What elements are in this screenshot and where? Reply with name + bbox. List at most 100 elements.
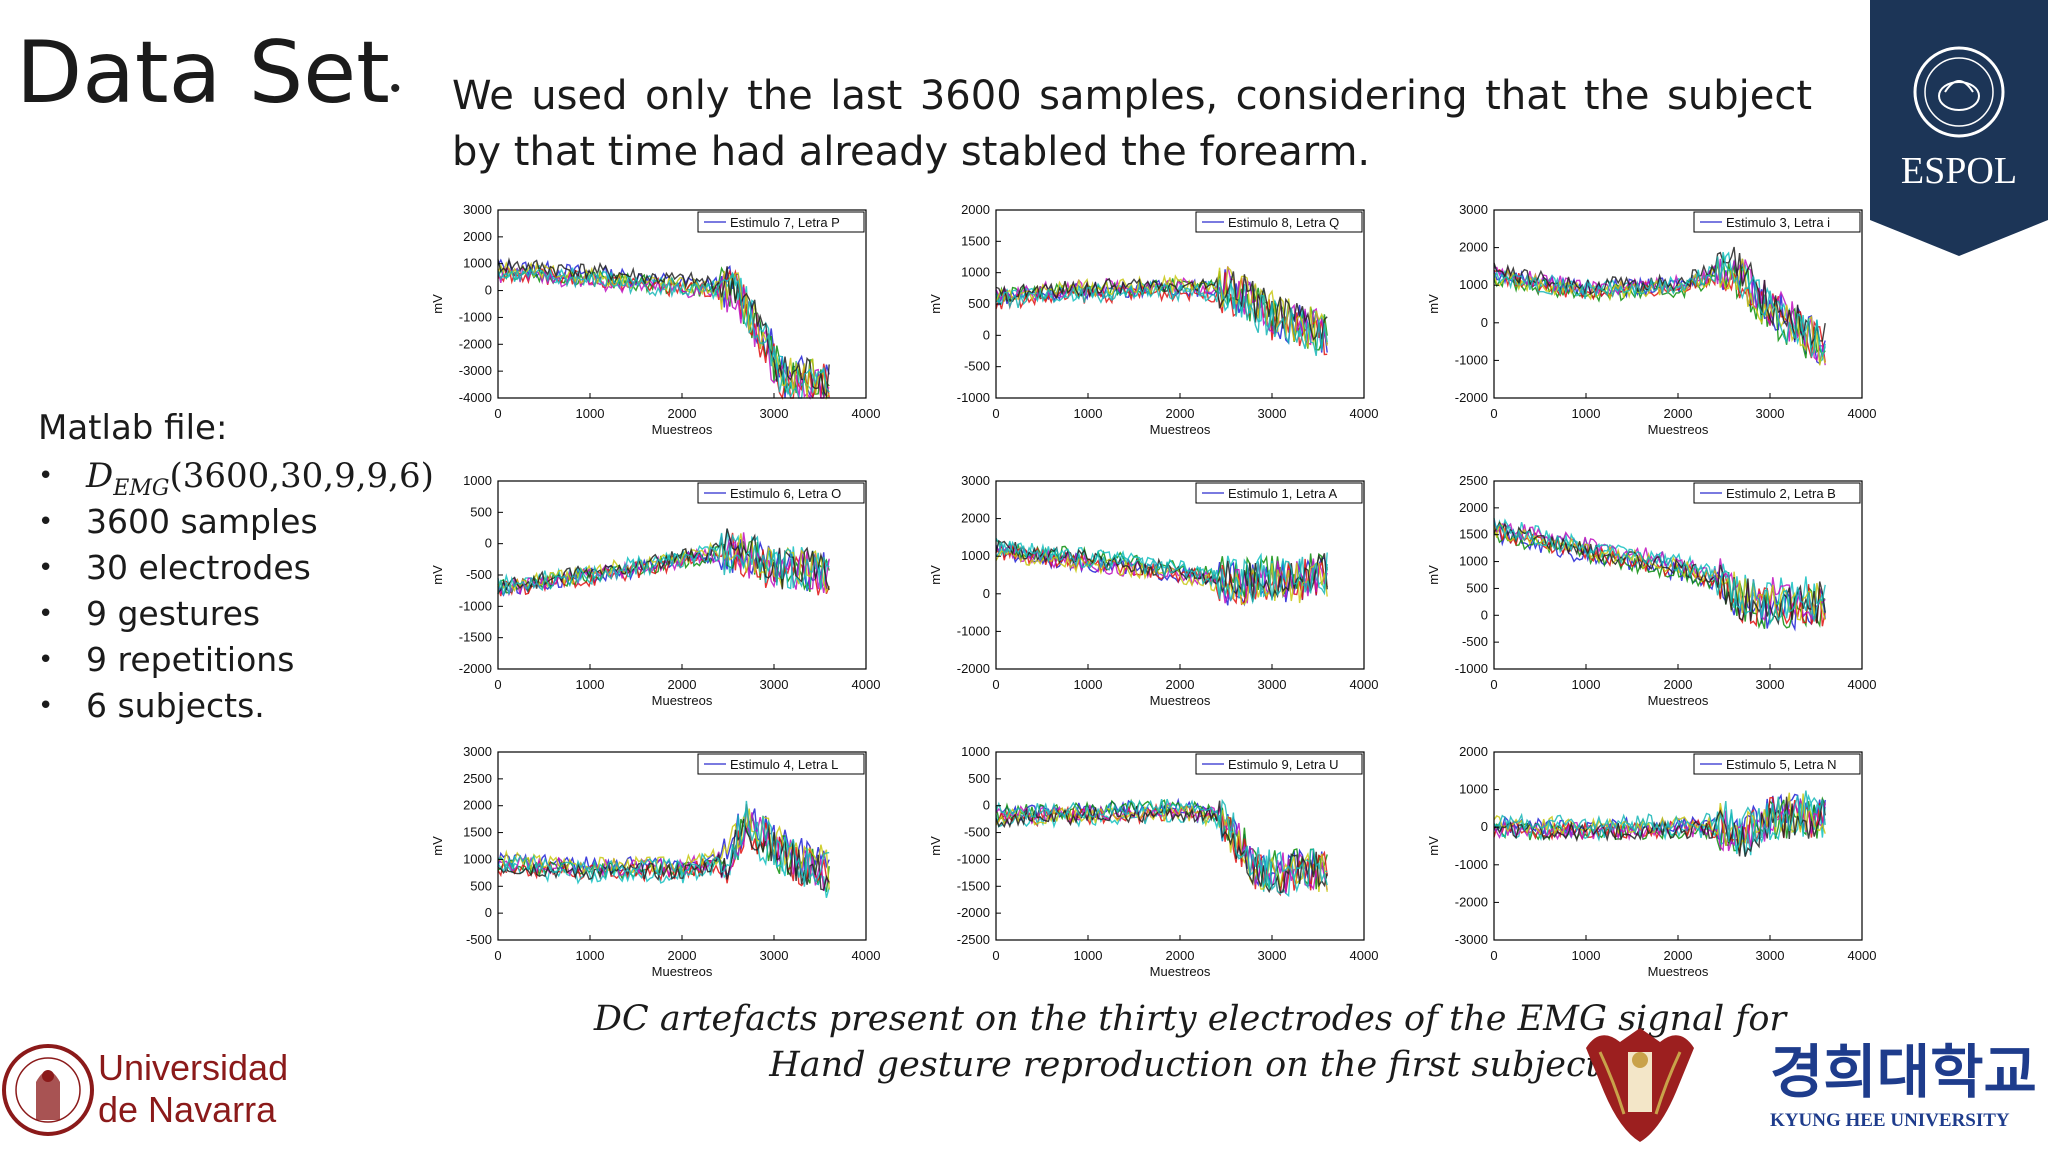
y-tick-label: 3000: [961, 473, 990, 488]
x-tick-label: 0: [1490, 948, 1497, 963]
y-tick-label: 0: [1481, 819, 1488, 834]
y-tick-label: -1000: [1455, 661, 1488, 676]
series-line: [995, 798, 1328, 891]
y-tick-label: 1500: [463, 825, 492, 840]
y-tick-label: -2000: [459, 336, 492, 351]
y-tick-label: 2000: [1459, 500, 1488, 515]
y-tick-label: 500: [470, 504, 492, 519]
y-tick-label: 1000: [961, 265, 990, 280]
y-tick-label: 3000: [463, 202, 492, 217]
series-line: [497, 266, 830, 400]
x-tick-label: 4000: [1350, 406, 1379, 421]
series-line: [497, 808, 830, 890]
y-tick-label: -500: [1462, 634, 1488, 649]
kyunghee-korean: 경희대학교: [1770, 1038, 2037, 1106]
y-tick-label: -1000: [957, 623, 990, 638]
x-tick-label: 3000: [1756, 677, 1785, 692]
main-bullet-text: We used only the last 3600 samples, cons…: [452, 73, 1812, 175]
y-tick-label: 500: [968, 771, 990, 786]
list-item: • 30 electrodes: [38, 545, 434, 591]
x-tick-label: 0: [992, 677, 999, 692]
y-tick-label: 1500: [1459, 527, 1488, 542]
legend-box: [1693, 211, 1861, 233]
series-line: [1493, 258, 1826, 366]
kyunghee-logo-graphic: 경희대학교 KYUNG HEE UNIVERSITY: [1586, 1028, 2037, 1142]
y-tick-label: 0: [485, 536, 492, 551]
y-tick-label: -1500: [459, 630, 492, 645]
demg-formula: DEMG(3600,30,9,9,6): [86, 456, 434, 501]
bullet-dot: •: [38, 461, 54, 491]
x-tick-label: 1000: [576, 677, 605, 692]
list-item: • 6 subjects.: [38, 683, 434, 729]
x-tick-label: 1000: [1074, 677, 1103, 692]
series-line: [1493, 252, 1826, 358]
y-tick-label: 1500: [961, 233, 990, 248]
x-tick-label: 2000: [1664, 677, 1693, 692]
y-tick-label: -1500: [957, 878, 990, 893]
legend-label: Estimulo 4, Letra L: [730, 757, 838, 772]
series-line: [1493, 796, 1826, 857]
emg-plot: 0 1000 2000 3000 4000 3000 2500 2000 1500 1000 500…: [420, 742, 890, 1007]
x-tick-label: 2000: [668, 406, 697, 421]
x-axis-label: Muestreos: [652, 964, 713, 979]
x-tick-label: 0: [494, 948, 501, 963]
y-tick-label: 2500: [1459, 473, 1488, 488]
y-tick-label: 1000: [961, 744, 990, 759]
espol-logo-text: ESPOL: [1901, 150, 2017, 192]
series-line: [995, 550, 1328, 606]
x-tick-label: 0: [992, 406, 999, 421]
x-tick-label: 3000: [1756, 406, 1785, 421]
x-tick-label: 2000: [1166, 677, 1195, 692]
legend-label: Estimulo 3, Letra i: [1726, 215, 1830, 230]
y-tick-label: 1000: [463, 473, 492, 488]
x-tick-label: 4000: [852, 948, 881, 963]
list-item: • DEMG(3600,30,9,9,6): [38, 453, 434, 501]
list-item-text: 3600 samples: [86, 502, 318, 541]
series-line: [497, 528, 830, 594]
x-tick-label: 1000: [576, 948, 605, 963]
y-tick-label: 1000: [1459, 277, 1488, 292]
y-axis-label: mV: [928, 565, 943, 585]
x-tick-label: 4000: [1848, 677, 1877, 692]
x-tick-label: 2000: [1664, 948, 1693, 963]
y-tick-label: 500: [1466, 580, 1488, 595]
y-axis-label: mV: [1426, 565, 1441, 585]
x-axis-label: Muestreos: [1648, 964, 1709, 979]
y-tick-label: 1000: [961, 548, 990, 563]
y-tick-label: -1000: [1455, 857, 1488, 872]
y-tick-label: -2000: [957, 661, 990, 676]
list-item: • 3600 samples: [38, 499, 434, 545]
legend-label: Estimulo 2, Letra B: [1726, 486, 1836, 501]
x-tick-label: 2000: [1664, 406, 1693, 421]
y-tick-label: 2000: [463, 798, 492, 813]
x-tick-label: 2000: [1166, 948, 1195, 963]
slide-title: Data Set: [16, 23, 390, 123]
y-tick-label: -1000: [957, 390, 990, 405]
x-axis-label: Muestreos: [652, 693, 713, 708]
y-tick-label: -1000: [1455, 352, 1488, 367]
y-tick-label: -500: [964, 825, 990, 840]
emg-plot: 0 1000 2000 3000 4000 3000 2000 1000 0 -1000 -2000…: [420, 200, 890, 465]
y-tick-label: 1000: [463, 851, 492, 866]
x-tick-label: 2000: [1166, 406, 1195, 421]
x-tick-label: 3000: [760, 948, 789, 963]
emg-plot-svg: 0 1000 2000 3000 4000 3000 2500 2000 1500 1000 500…: [430, 744, 881, 979]
y-tick-label: 0: [485, 905, 492, 920]
plot-area: [498, 752, 866, 940]
y-tick-label: -500: [964, 359, 990, 374]
navarra-line1: Universidad: [98, 1047, 288, 1088]
x-tick-label: 4000: [1350, 948, 1379, 963]
x-tick-label: 1000: [1572, 677, 1601, 692]
emg-plot-svg: 0 1000 2000 3000 4000 3000 2000 1000 0 -1000 -2000…: [928, 473, 1378, 708]
x-tick-label: 0: [1490, 677, 1497, 692]
y-axis-label: mV: [1426, 294, 1441, 314]
kyunghee-english: KYUNG HEE UNIVERSITY: [1770, 1110, 2010, 1131]
y-tick-label: -1000: [459, 598, 492, 613]
x-tick-label: 1000: [576, 406, 605, 421]
legend-label: Estimulo 7, Letra P: [730, 215, 840, 230]
x-axis-label: Muestreos: [652, 422, 713, 437]
x-tick-label: 2000: [668, 677, 697, 692]
emg-plot: 0 1000 2000 3000 4000 2000 1500 1000 500 0 -500 -10…: [918, 200, 1388, 465]
matlab-file-label: Matlab file:: [38, 408, 228, 448]
bullet-dot: •: [38, 599, 54, 629]
